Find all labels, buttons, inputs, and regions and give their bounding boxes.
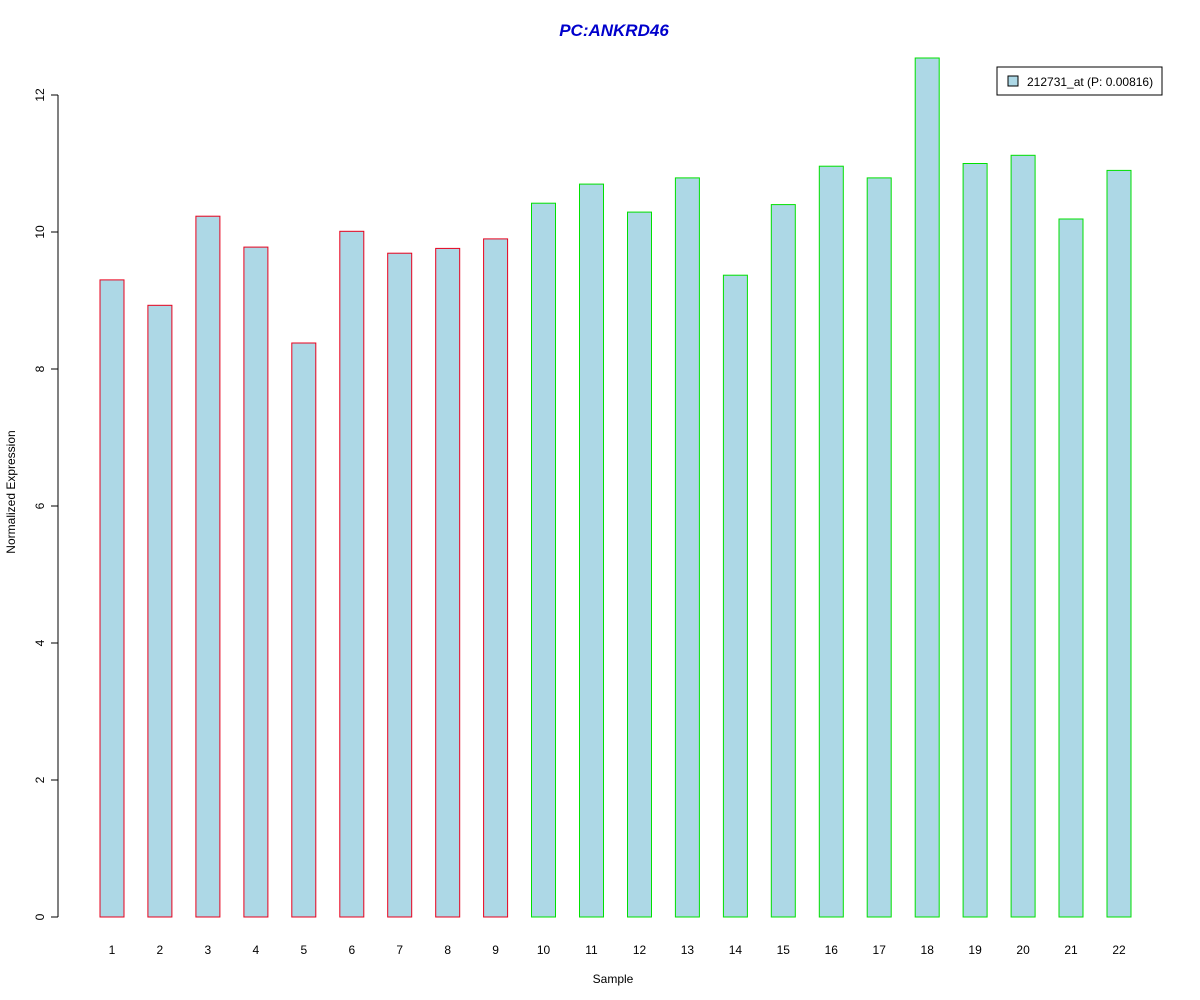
bar-sample-18 xyxy=(914,57,940,918)
x-tick-label: 22 xyxy=(1112,943,1126,957)
bar-sample-2 xyxy=(147,304,173,918)
bar-sample-5 xyxy=(291,342,317,918)
y-tick-label: 4 xyxy=(33,639,47,646)
x-tick-label: 8 xyxy=(444,943,451,957)
x-tick-label: 15 xyxy=(777,943,791,957)
legend-entry-label: 212731_at (P: 0.00816) xyxy=(1027,75,1153,89)
x-tick-label: 20 xyxy=(1016,943,1030,957)
bar-sample-14 xyxy=(722,274,748,918)
bar-sample-15 xyxy=(770,204,796,918)
bar-sample-22 xyxy=(1106,169,1132,918)
y-tick-label: 12 xyxy=(33,88,47,102)
x-tick-label: 17 xyxy=(873,943,887,957)
bar-sample-17 xyxy=(866,177,892,918)
chart-title: PC:ANKRD46 xyxy=(559,21,669,40)
bar-sample-6 xyxy=(339,230,365,918)
bar-sample-12 xyxy=(627,211,652,918)
bar-sample-7 xyxy=(387,252,413,918)
bars-group xyxy=(99,57,1132,918)
x-tick-label: 5 xyxy=(300,943,307,957)
x-tick-label: 2 xyxy=(157,943,164,957)
x-tick-label: 10 xyxy=(537,943,551,957)
legend-box xyxy=(996,66,1163,96)
x-tick-label: 19 xyxy=(968,943,982,957)
bar-sample-4 xyxy=(243,246,269,918)
y-tick-label: 8 xyxy=(33,365,47,372)
x-tick-label: 9 xyxy=(492,943,499,957)
x-axis-label: Sample xyxy=(593,972,634,986)
x-tick-labels: 1 2 3 4 5 6 7 8 9 10 11 12 13 14 15 16 17 18 19 20 21 22 xyxy=(109,943,1126,957)
x-tick-label: 16 xyxy=(825,943,839,957)
x-tick-label: 14 xyxy=(729,943,743,957)
bar-sample-8 xyxy=(435,247,461,918)
bar-sample-19 xyxy=(962,163,988,918)
x-tick-label: 7 xyxy=(396,943,403,957)
bar-sample-13 xyxy=(674,177,700,918)
y-tick-label: 10 xyxy=(33,225,47,239)
x-tick-label: 4 xyxy=(253,943,260,957)
y-tick-label: 6 xyxy=(33,502,47,509)
x-tick-label: 11 xyxy=(585,943,598,957)
legend: 212731_at (P: 0.00816) xyxy=(996,66,1163,96)
bar-sample-1 xyxy=(99,279,125,918)
x-tick-label: 18 xyxy=(921,943,935,957)
x-tick-label: 3 xyxy=(205,943,212,957)
bar-sample-21 xyxy=(1058,218,1084,918)
y-axis: 0 2 4 6 8 10 12 xyxy=(33,88,59,920)
bar-sample-20 xyxy=(1010,154,1036,918)
bar-sample-16 xyxy=(818,165,844,918)
x-tick-label: 6 xyxy=(348,943,355,957)
y-axis-label: Normalized Expression xyxy=(4,430,18,553)
y-tick-label: 2 xyxy=(33,776,47,783)
x-tick-label: 13 xyxy=(681,943,695,957)
legend-swatch xyxy=(1007,75,1019,87)
y-tick-label: 0 xyxy=(33,913,47,920)
bar-sample-9 xyxy=(483,238,509,918)
bar-sample-11 xyxy=(579,183,604,918)
bar-sample-10 xyxy=(531,202,556,918)
x-tick-label: 1 xyxy=(109,943,116,957)
x-tick-label: 21 xyxy=(1064,943,1078,957)
bar-sample-3 xyxy=(195,215,221,918)
x-tick-label: 12 xyxy=(633,943,647,957)
